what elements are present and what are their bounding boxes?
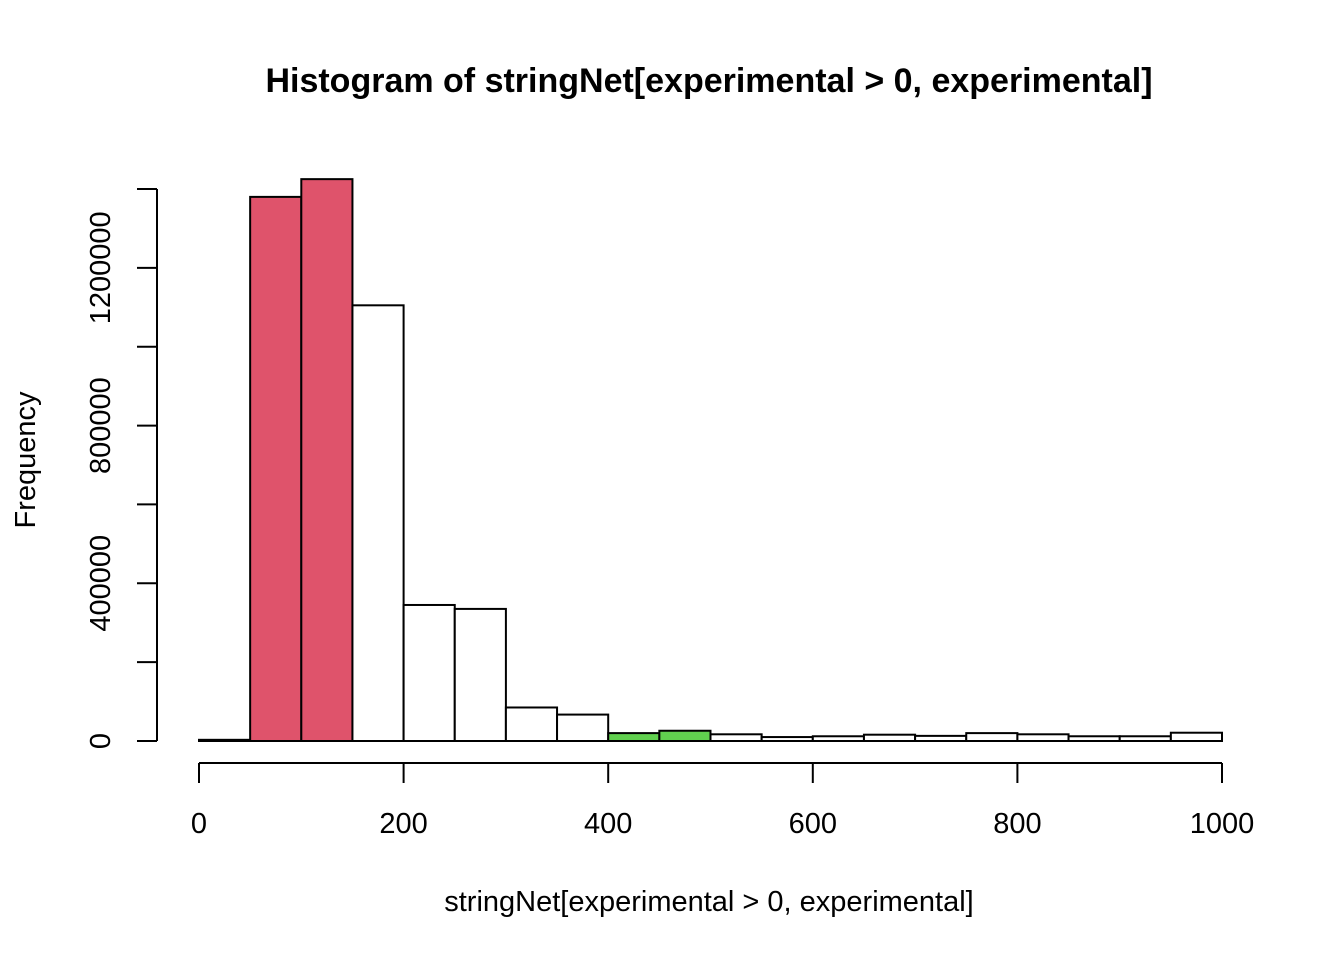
x-tick-label-800: 800 <box>993 808 1041 840</box>
x-tick-label-1000: 1000 <box>1190 808 1255 840</box>
histogram-bar-500-550 <box>709 733 763 742</box>
y-axis: 0 400000 800000 1200000 <box>85 188 158 749</box>
histogram-bar-850-900 <box>1067 735 1121 742</box>
histogram-bar-600-650 <box>811 735 865 742</box>
histogram-bar-0-50 <box>198 738 252 742</box>
histogram-bar-150-200 <box>351 304 405 742</box>
histogram-bar-100-150 <box>300 178 354 742</box>
histogram-bar-800-850 <box>1016 733 1070 742</box>
histogram-bar-650-700 <box>862 733 917 742</box>
histogram-bar-550-600 <box>760 736 814 742</box>
y-tick-label-400000: 400000 <box>85 535 117 632</box>
x-tick-label-0: 0 <box>191 808 207 840</box>
histogram-bar-350-400 <box>556 713 610 743</box>
histogram-bar-450-500 <box>658 729 712 743</box>
histogram-bar-400-450 <box>607 732 661 742</box>
histogram-bar-300-350 <box>504 706 559 743</box>
histogram-bar-950-1000 <box>1169 731 1223 742</box>
histogram-bar-900-950 <box>1118 735 1172 742</box>
chart-title: Histogram of stringNet[experimental > 0,… <box>265 62 1152 100</box>
x-axis-label: stringNet[experimental > 0, experimental… <box>444 886 974 918</box>
y-axis-label: Frequency <box>10 391 42 529</box>
x-tick-label-200: 200 <box>379 808 427 840</box>
x-tick-label-600: 600 <box>789 808 837 840</box>
histogram-bar-50-100 <box>249 195 303 742</box>
histogram-bar-700-750 <box>914 734 968 742</box>
y-tick-label-800000: 800000 <box>85 377 117 474</box>
bars-group <box>198 178 1223 743</box>
histogram-bar-250-300 <box>453 607 507 743</box>
histogram-bar-200-250 <box>402 603 456 742</box>
y-tick-label-0: 0 <box>85 733 117 749</box>
x-tick-label-400: 400 <box>584 808 632 840</box>
x-axis: 0 200 400 600 800 1000 <box>191 762 1255 840</box>
y-tick-label-1200000: 1200000 <box>85 211 117 324</box>
histogram-bar-750-800 <box>965 732 1019 742</box>
